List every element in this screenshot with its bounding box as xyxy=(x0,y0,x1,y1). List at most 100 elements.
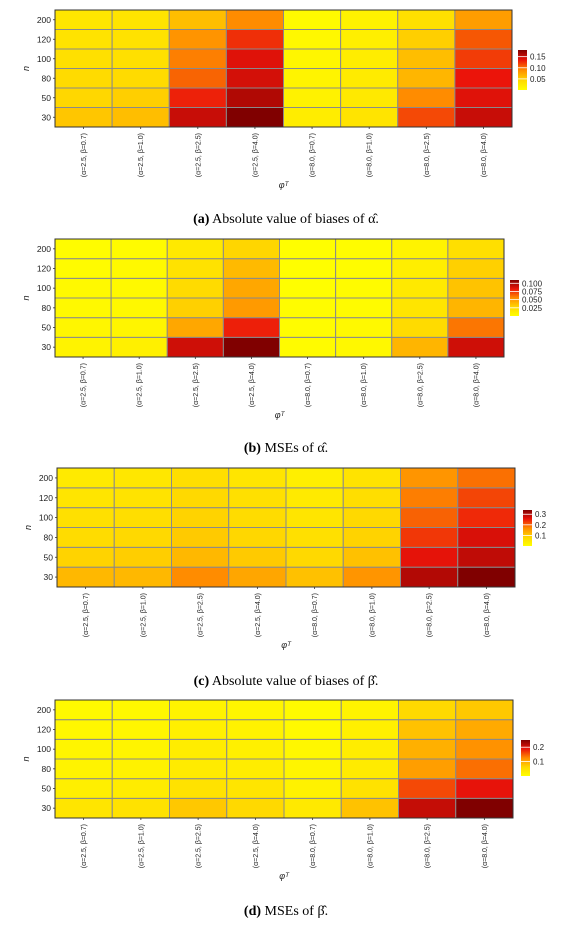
panel-a-y-tick-label: 100 xyxy=(37,54,51,64)
panel-a-cell xyxy=(168,107,227,128)
panel-a-colorbar-tick-label: 0.10 xyxy=(530,64,546,73)
panel-d-x-tick-label: (α=8.0, β=1.0) xyxy=(367,824,374,868)
caption-a-label: (a) xyxy=(193,212,210,227)
panel-b-colorbar-tick-label: 0.050 xyxy=(522,296,543,305)
panel-c-cell xyxy=(228,507,287,529)
panel-a-cell xyxy=(454,9,513,30)
panel-a-cell xyxy=(168,48,227,69)
panel-a-x-tick-label: (α=2.5, β=4.0) xyxy=(252,133,259,177)
panel-c-cell xyxy=(342,527,401,548)
panel-a-y-tick-label: 30 xyxy=(42,112,52,122)
panel-c-cell xyxy=(285,467,344,489)
panel-b-cell xyxy=(110,297,168,319)
panel-d-cell xyxy=(226,758,285,780)
panel-b-cell xyxy=(166,238,224,260)
panel-d-cell xyxy=(283,797,342,819)
panel-d-cell xyxy=(398,758,457,780)
panel-c-cell xyxy=(113,507,172,529)
panel-a-cell xyxy=(54,107,113,128)
panel-b-x-tick-label: (α=2.5, β=2.5) xyxy=(193,363,200,407)
panel-c-cell xyxy=(228,487,287,509)
panel-b-cell xyxy=(222,336,281,358)
panel-d-cell xyxy=(283,778,342,799)
panel-a-cell xyxy=(283,48,342,69)
panel-b-cell xyxy=(391,277,449,299)
panel-c-cell xyxy=(56,467,115,489)
panel-c-cell xyxy=(400,566,459,588)
panel-a-cell xyxy=(168,29,227,50)
panel-a-cell xyxy=(283,107,342,128)
panel-b-cell xyxy=(447,317,505,338)
panel-a-x-tick-label: (α=8.0, β=2.5) xyxy=(424,133,431,177)
panel-b-x-tick-label: (α=8.0, β=2.5) xyxy=(417,363,424,407)
panel-c-cell xyxy=(285,507,344,529)
panel-d-cell xyxy=(283,699,342,721)
panel-a-cell xyxy=(111,48,170,69)
panel-d-y-tick-label: 120 xyxy=(37,725,51,735)
panel-a-cell xyxy=(397,9,456,30)
caption-c: (c) Absolute value of biases of β̂. xyxy=(0,674,572,690)
panel-c-cell xyxy=(56,546,115,568)
panel-a-cell xyxy=(397,107,456,128)
panel-c-cell xyxy=(113,566,172,588)
panel-b-y-tick-label: 80 xyxy=(42,303,52,313)
panel-d-x-tick-label: (α=8.0, β=2.5) xyxy=(425,824,432,868)
panel-c-x-tick-label: (α=8.0, β=1.0) xyxy=(369,593,376,637)
panel-c-y-tick-label: 50 xyxy=(44,552,54,562)
panel-c-y-tick-label: 80 xyxy=(44,532,54,542)
panel-c-cell xyxy=(171,507,230,529)
panel-d-cell xyxy=(226,797,285,819)
panel-a-cell xyxy=(111,107,170,128)
panel-a-cell xyxy=(54,48,113,69)
panel-b-cell xyxy=(279,336,337,358)
panel-a-x-axis-title: φᵀ xyxy=(279,180,290,190)
panel-d-x-tick-label: (α=2.5, β=4.0) xyxy=(253,824,260,868)
panel-c-cell xyxy=(113,527,172,548)
panel-c-cell xyxy=(457,527,516,548)
panel-c-cell xyxy=(457,487,516,509)
panel-a-cell xyxy=(397,68,456,89)
caption-b-label: (b) xyxy=(243,441,261,456)
panel-d-colorbar-tick-label: 0.2 xyxy=(533,743,545,752)
caption-b: (b) MSEs of α̂. xyxy=(0,441,572,457)
panel-d-frame xyxy=(54,699,514,819)
panel-b-cell xyxy=(166,297,224,319)
panel-c-cell xyxy=(342,546,401,568)
panel-d-cell xyxy=(54,738,113,760)
panel-d-cell xyxy=(54,797,113,819)
panel-b-cell xyxy=(335,258,393,279)
panel-b-cell xyxy=(279,277,337,299)
panel-d-cell xyxy=(455,699,514,721)
panel-d-cell xyxy=(398,719,457,740)
panel-b-cell xyxy=(222,297,281,319)
panel-c-cell xyxy=(342,566,401,588)
panel-d-y-tick-label: 50 xyxy=(42,784,52,794)
panel-d-cell xyxy=(455,758,514,780)
panel-b-cell xyxy=(279,297,337,319)
panel-b-x-tick-label: (α=2.5, β=1.0) xyxy=(137,363,144,407)
panel-b-cell xyxy=(222,238,281,260)
panel-d-cell xyxy=(455,797,514,819)
panel-c-cell xyxy=(228,527,287,548)
panel-d-x-tick-label: (α=8.0, β=4.0) xyxy=(482,824,489,868)
panel-d-cell xyxy=(283,758,342,780)
panel-c-colorbar-tick-label: 0.1 xyxy=(535,531,547,540)
panel-c-cell xyxy=(457,566,516,588)
panel-b-cell xyxy=(222,317,281,338)
panel-a-colorbar-tick-label: 0.05 xyxy=(530,75,546,84)
panel-a-cell xyxy=(283,29,342,50)
panel-a-cell xyxy=(454,29,513,50)
panel-c-y-tick-label: 30 xyxy=(44,572,54,582)
panel-b-cell xyxy=(447,277,505,299)
panel-d-y-axis-title: n xyxy=(21,756,31,761)
panel-a-cell xyxy=(225,68,285,89)
panel-d-x-tick-label: (α=2.5, β=1.0) xyxy=(138,824,145,868)
panel-a-cell xyxy=(340,87,399,108)
panel-a-cell xyxy=(340,29,399,50)
caption-c-label: (c) xyxy=(193,674,210,689)
panel-b-cell xyxy=(447,258,505,279)
panel-d-cell xyxy=(226,719,285,740)
panel-c-cell xyxy=(56,566,115,588)
panel-b-cell xyxy=(447,297,505,319)
panel-a-cell xyxy=(54,9,113,30)
